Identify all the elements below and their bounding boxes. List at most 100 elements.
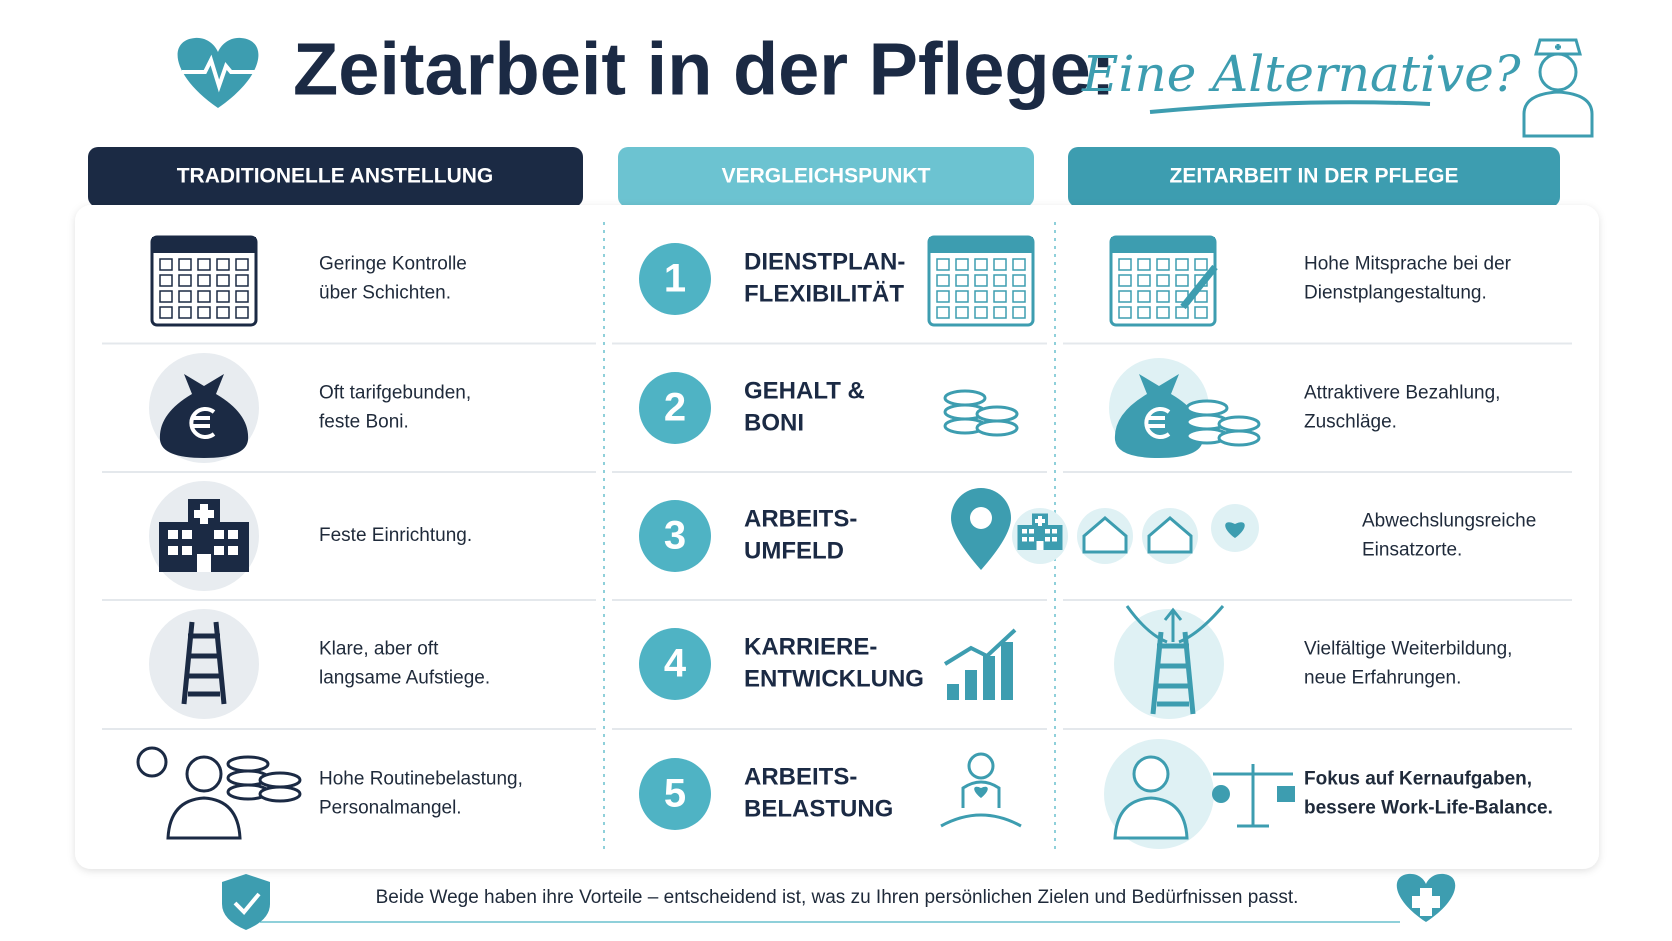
icon-part — [974, 786, 988, 798]
icon-part — [1156, 290, 1170, 303]
number-badge — [639, 243, 711, 315]
icon-part — [1217, 429, 1261, 447]
icon-part — [993, 258, 1007, 271]
icon-part — [1175, 274, 1189, 287]
point-icon — [927, 235, 1035, 327]
icon-part — [974, 306, 988, 319]
icon-part — [159, 499, 249, 572]
temporary-text: Einsatzorte. — [1362, 540, 1462, 561]
temporary-icon — [1104, 739, 1295, 849]
footer-text: Beide Wege haben ihre Vorteile – entsche… — [376, 887, 1299, 908]
icon-part — [1137, 290, 1151, 303]
point-text: ENTWICKLUNG — [744, 665, 924, 692]
icon-part — [185, 755, 223, 793]
icon-part — [955, 290, 969, 303]
icon-part — [974, 290, 988, 303]
traditional-text: über Schichten. — [319, 283, 451, 304]
icon-part — [983, 656, 995, 700]
icon-part — [1217, 415, 1261, 433]
traditional-icon — [149, 481, 259, 591]
nurse-icon — [1522, 38, 1594, 138]
icon-part — [159, 274, 173, 287]
icon-part — [1045, 537, 1050, 542]
icon-part — [235, 306, 249, 319]
icon-part — [1137, 306, 1151, 319]
icon-part — [1052, 537, 1057, 542]
icon-part — [228, 530, 238, 539]
number: 4 — [664, 642, 687, 686]
icon-part — [974, 274, 988, 287]
icon-part — [1175, 306, 1189, 319]
temporary-text: Vielfältige Weiterbildung, — [1304, 639, 1512, 660]
icon-part — [168, 546, 178, 555]
icon-part — [149, 609, 259, 719]
temporary-icon — [1109, 235, 1218, 327]
icon-part — [1118, 274, 1132, 287]
title: Zeitarbeit in der Pflege: — [293, 28, 1115, 111]
icon-part — [1213, 764, 1293, 828]
icon-part — [967, 752, 995, 780]
icon-part — [1156, 258, 1170, 271]
icon-part — [152, 237, 256, 253]
icon-part — [178, 274, 192, 287]
icon-part — [197, 274, 211, 287]
icon-part — [1036, 541, 1044, 550]
rows: 1 Geringe Kontrolle über Schichten. DIENSTP… — [102, 235, 1572, 849]
icon-part — [235, 290, 249, 303]
temporary-text: Hohe Mitsprache bei der — [1304, 254, 1512, 275]
panel — [75, 205, 1599, 869]
check — [233, 892, 261, 915]
traditional-text: Hohe Routinebelastung, — [319, 769, 523, 790]
icon-part — [955, 306, 969, 319]
icon-part — [929, 237, 1033, 253]
icon-part — [178, 258, 192, 271]
icon-part — [955, 274, 969, 287]
icon-part — [1185, 399, 1229, 417]
header-tab — [88, 147, 583, 207]
icon-part — [197, 258, 211, 271]
header-tab — [1068, 147, 1560, 207]
icon-part — [258, 785, 302, 803]
icon-part — [993, 290, 1007, 303]
icon-part — [194, 504, 214, 524]
icon-part — [136, 746, 168, 778]
icon-part — [1132, 755, 1170, 793]
icon-part — [159, 258, 173, 271]
icon-part — [178, 290, 192, 303]
temporary-icon — [1012, 504, 1259, 564]
temporary-text: Zuschläge. — [1304, 412, 1397, 433]
icon-part — [235, 258, 249, 271]
traditional-icon — [136, 746, 302, 840]
point-text: BONI — [744, 409, 804, 436]
icon-part — [235, 274, 249, 287]
icon-part — [943, 389, 987, 407]
traditional-icon — [149, 609, 259, 719]
icon-part — [1194, 258, 1208, 271]
icon-part — [993, 306, 1007, 319]
temporary-text: bessere Work-Life-Balance. — [1304, 798, 1553, 819]
temporary-text: Attraktivere Bezahlung, — [1304, 383, 1500, 404]
icon-part — [1118, 258, 1132, 271]
point-icon — [951, 488, 1011, 570]
traditional-text: Oft tarifgebunden, — [319, 383, 471, 404]
icon-part — [159, 290, 173, 303]
icon-part — [1277, 786, 1295, 802]
traditional-text: Personalmangel. — [319, 798, 462, 819]
icon-part — [226, 755, 270, 773]
number: 5 — [664, 772, 686, 816]
point-text: GEHALT & — [744, 377, 865, 404]
icon-part — [947, 684, 959, 700]
traditional-text: Klare, aber oft — [319, 639, 439, 660]
point-text: DIENSTPLAN- — [744, 248, 905, 275]
icon-part — [965, 670, 977, 700]
icon-part — [1022, 537, 1027, 542]
icon-part — [197, 306, 211, 319]
icon-part — [159, 306, 173, 319]
icon-part — [1118, 290, 1132, 303]
icon-part — [1017, 513, 1063, 550]
traditional-icon — [149, 353, 259, 463]
icon-part — [1045, 529, 1050, 534]
point-text: ARBEITS- — [744, 505, 857, 532]
